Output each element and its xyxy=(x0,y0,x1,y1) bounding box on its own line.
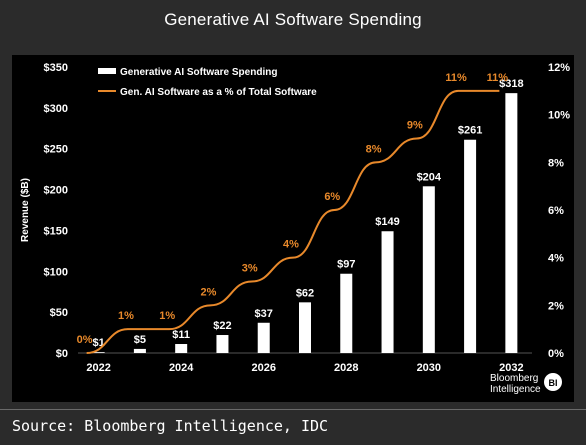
x-tick-label: 2032 xyxy=(499,362,523,374)
bar-value-label: $37 xyxy=(255,308,273,320)
y-tick-label: $0 xyxy=(56,348,68,360)
bar xyxy=(464,139,477,353)
bar xyxy=(422,186,435,353)
line-value-label: 6% xyxy=(324,191,340,203)
bar-value-label: $62 xyxy=(296,287,314,299)
bar-value-label: $11 xyxy=(172,329,190,341)
y-tick-label: $100 xyxy=(44,266,68,278)
chart-panel: $0 $50 $100 $150 $200 $250 $300 $350 0% 2% 4% 6% 8% 1… xyxy=(12,55,574,402)
bar-value-label: $22 xyxy=(213,320,231,332)
percent-line xyxy=(86,89,500,354)
line-value-label: 9% xyxy=(407,120,423,132)
y-tick-label: $200 xyxy=(44,185,68,197)
legend-bar-label: Generative AI Software Spending xyxy=(120,67,277,78)
bar-value-label: $149 xyxy=(375,216,399,228)
bar-value-label: $97 xyxy=(337,259,355,271)
bar xyxy=(257,322,270,353)
bar-value-label: $1 xyxy=(93,337,105,349)
bar xyxy=(175,344,188,353)
bar-value-label: $318 xyxy=(499,78,523,90)
x-tick-label: 2030 xyxy=(417,362,441,374)
line-value-label: 2% xyxy=(201,286,217,298)
y-tick-label: $250 xyxy=(44,144,68,156)
y2-tick-label: 8% xyxy=(548,157,564,169)
logo-text-line2: Intelligence xyxy=(490,384,541,395)
y-tick-label: $50 xyxy=(50,307,68,319)
x-tick-label: 2028 xyxy=(334,362,358,374)
logo-text-line1: Bloomberg xyxy=(490,373,538,384)
bar xyxy=(381,231,394,353)
line-value-label: 3% xyxy=(242,263,258,275)
legend-line-label: Gen. AI Software as a % of Total Softwar… xyxy=(120,87,317,98)
y2-tick-label: 12% xyxy=(548,62,570,74)
y-axis-title: Revenue ($B) xyxy=(20,178,31,242)
logo-badge xyxy=(544,373,562,391)
line-value-label: 4% xyxy=(283,239,299,251)
y-tick-label: $150 xyxy=(44,225,68,237)
chart: $0 $50 $100 $150 $200 $250 $300 $350 0% 2% 4% 6% 8% 1… xyxy=(20,62,570,395)
y2-tick-label: 10% xyxy=(548,110,570,122)
bar xyxy=(299,302,311,353)
bar-value-label: $261 xyxy=(458,125,482,137)
line-value-label: 11% xyxy=(487,72,509,84)
y2-tick-label: 0% xyxy=(548,348,564,360)
bar xyxy=(340,273,353,353)
bar xyxy=(92,352,105,353)
logo-badge-text: BI xyxy=(549,378,558,388)
y2-tick-label: 4% xyxy=(548,253,564,265)
y-tick-label: $300 xyxy=(44,103,68,115)
legend-bar-swatch xyxy=(98,68,116,74)
bar xyxy=(505,93,518,354)
bar xyxy=(216,335,229,353)
y2-tick-label: 6% xyxy=(548,205,564,217)
y-tick-label: $350 xyxy=(44,62,68,74)
line-value-label: 11% xyxy=(445,72,467,84)
bar-value-label: $5 xyxy=(134,334,146,346)
x-tick-label: 2022 xyxy=(86,362,110,374)
x-tick-label: 2026 xyxy=(251,362,275,374)
chart-title: Generative AI Software Spending xyxy=(0,0,586,42)
bar-value-label: $204 xyxy=(417,171,442,183)
line-value-label: 1% xyxy=(118,310,134,322)
x-tick-label: 2024 xyxy=(169,362,194,374)
bar xyxy=(133,348,146,353)
line-value-label: 1% xyxy=(159,310,175,322)
y2-tick-label: 2% xyxy=(548,300,564,312)
line-value-label: 0% xyxy=(77,334,93,346)
source-note: Source: Bloomberg Intelligence, IDC xyxy=(0,409,586,445)
line-value-label: 8% xyxy=(366,143,382,155)
